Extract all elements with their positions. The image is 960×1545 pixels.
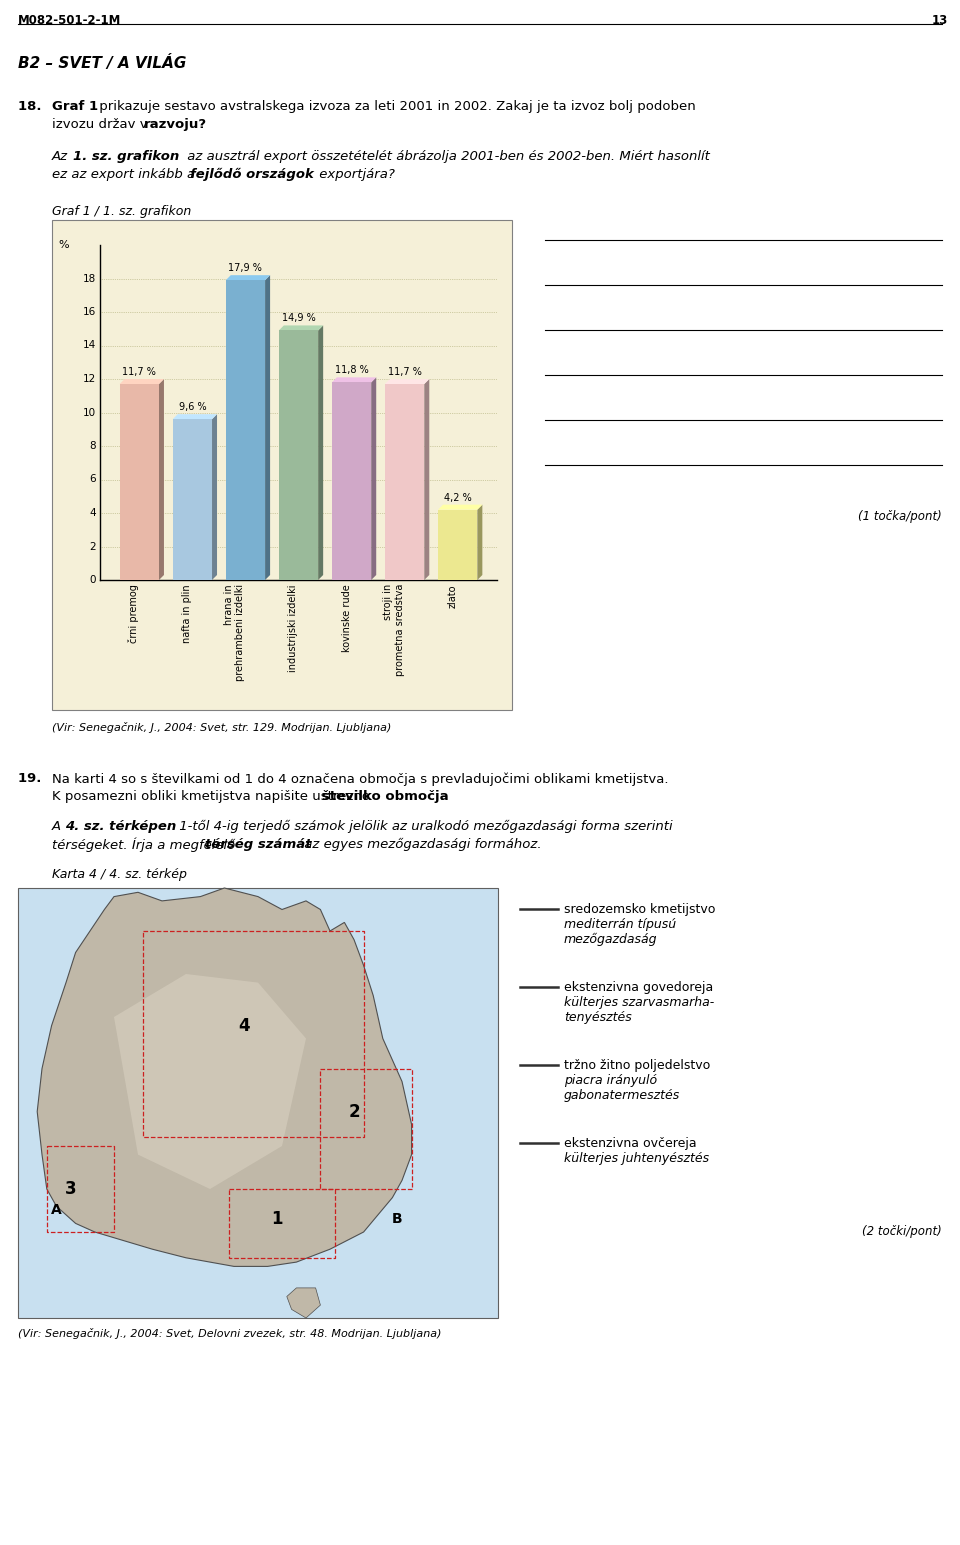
Bar	[226, 280, 265, 579]
Text: 13: 13	[932, 14, 948, 26]
Polygon shape	[120, 379, 164, 385]
Text: stroji in
prometna sredstva: stroji in prometna sredstva	[383, 584, 404, 677]
Text: .: .	[440, 789, 444, 803]
Polygon shape	[385, 379, 429, 385]
Text: M082-501-2-1M: M082-501-2-1M	[18, 14, 121, 26]
Text: Karta 4 / 4. sz. térkép: Karta 4 / 4. sz. térkép	[52, 868, 187, 881]
Polygon shape	[37, 888, 412, 1267]
Polygon shape	[318, 326, 324, 579]
Text: ez az export inkább a: ez az export inkább a	[52, 168, 200, 181]
Polygon shape	[212, 414, 217, 579]
Text: (Vir: Senegačnik, J., 2004: Svet, Delovni zvezek, str. 48. Modrijan. Ljubljana): (Vir: Senegačnik, J., 2004: Svet, Delov…	[18, 1329, 442, 1340]
Text: kovinske rude: kovinske rude	[342, 584, 351, 652]
Text: ekstenzivna ovčereja: ekstenzivna ovčereja	[564, 1137, 697, 1149]
Text: 18: 18	[83, 273, 96, 283]
Text: térség számát: térség számát	[205, 837, 312, 851]
Text: Na karti 4 so s številkami od 1 do 4 označena območja s prevladujočimi oblikami: Na karti 4 so s številkami od 1 do 4 ozn…	[52, 772, 668, 785]
Text: 2: 2	[348, 1103, 360, 1120]
Text: številko območja: številko območja	[322, 789, 448, 803]
Text: 11,8 %: 11,8 %	[335, 365, 369, 375]
Text: 4,2 %: 4,2 %	[444, 493, 471, 502]
Text: zlato: zlato	[447, 584, 458, 607]
Text: Az: Az	[52, 150, 72, 164]
Text: külterjes juhtenyésztés: külterjes juhtenyésztés	[564, 1153, 709, 1165]
Polygon shape	[287, 1289, 321, 1318]
Text: mezőgazdaság: mezőgazdaság	[564, 933, 658, 946]
Text: (1 točka/pont): (1 točka/pont)	[858, 510, 942, 524]
Text: K posamezni obliki kmetijstva napišite ustrezno: K posamezni obliki kmetijstva napišite u…	[52, 789, 374, 803]
Text: črni premog: črni premog	[129, 584, 139, 643]
Text: 8: 8	[89, 440, 96, 451]
Text: B: B	[392, 1213, 402, 1227]
Bar	[332, 382, 372, 579]
Text: 10: 10	[83, 408, 96, 417]
Text: külterjes szarvasmarha-: külterjes szarvasmarha-	[564, 997, 714, 1009]
Text: Graf 1 / 1. sz. grafikon: Graf 1 / 1. sz. grafikon	[52, 205, 191, 218]
Text: 14: 14	[83, 340, 96, 351]
Polygon shape	[278, 326, 324, 331]
Text: 19.: 19.	[18, 772, 46, 785]
Bar	[173, 419, 212, 579]
Polygon shape	[332, 377, 376, 382]
Text: nafta in plin: nafta in plin	[182, 584, 192, 643]
Text: 6: 6	[89, 474, 96, 485]
Text: az egyes mezőgazdasági formához.: az egyes mezőgazdasági formához.	[300, 837, 541, 851]
Text: 9,6 %: 9,6 %	[179, 402, 206, 413]
Text: A: A	[51, 1204, 61, 1217]
Polygon shape	[226, 275, 270, 280]
Bar	[385, 385, 424, 579]
Text: %: %	[58, 239, 68, 250]
Text: 4: 4	[238, 1017, 250, 1035]
Polygon shape	[438, 505, 482, 510]
Text: 2: 2	[89, 541, 96, 552]
Text: 1: 1	[272, 1210, 283, 1228]
Text: 11,7 %: 11,7 %	[388, 368, 421, 377]
Bar	[120, 385, 159, 579]
Text: piacra irányuló: piacra irányuló	[564, 1074, 658, 1088]
Text: 16: 16	[83, 307, 96, 317]
Polygon shape	[424, 379, 429, 579]
Polygon shape	[173, 414, 217, 419]
Text: industrijski izdelki: industrijski izdelki	[289, 584, 299, 672]
Text: izvozu držav v: izvozu držav v	[52, 117, 152, 131]
Text: 4: 4	[89, 508, 96, 518]
FancyBboxPatch shape	[18, 888, 498, 1318]
Polygon shape	[477, 505, 482, 579]
Polygon shape	[114, 973, 306, 1190]
FancyBboxPatch shape	[52, 219, 512, 711]
Text: gabonatermesztés: gabonatermesztés	[564, 1089, 681, 1102]
Text: 18.: 18.	[18, 100, 46, 113]
Text: (Vir: Senegačnik, J., 2004: Svet, str. 129. Modrijan. Ljubljana): (Vir: Senegačnik, J., 2004: Svet, str. …	[52, 722, 392, 732]
Text: 1-től 4-ig terjedő számok jelölik az uralkodó mezőgazdasági forma szerinti: 1-től 4-ig terjedő számok jelölik az ura…	[175, 820, 673, 833]
Text: Graf 1: Graf 1	[52, 100, 98, 113]
Text: térségeket. Írja a megfelelő: térségeket. Írja a megfelelő	[52, 837, 239, 853]
Text: 11,7 %: 11,7 %	[122, 368, 156, 377]
Text: fejlődő országok: fejlődő országok	[190, 168, 314, 181]
Text: ekstenzivna govedoreja: ekstenzivna govedoreja	[564, 981, 713, 993]
Text: tržno žitno poljedelstvo: tržno žitno poljedelstvo	[564, 1058, 710, 1072]
Text: exportjára?: exportjára?	[315, 168, 395, 181]
Text: 0: 0	[89, 575, 96, 586]
Text: 4. sz. térképen: 4. sz. térképen	[65, 820, 177, 833]
Bar	[278, 331, 318, 579]
Text: A: A	[52, 820, 65, 833]
Text: B2 – SVET / A VILÁG: B2 – SVET / A VILÁG	[18, 56, 186, 71]
Text: mediterrán típusú: mediterrán típusú	[564, 918, 676, 932]
Text: sredozemsko kmetijstvo: sredozemsko kmetijstvo	[564, 902, 715, 916]
Text: 17,9 %: 17,9 %	[228, 263, 262, 273]
Text: 3: 3	[65, 1180, 77, 1197]
Polygon shape	[159, 379, 164, 579]
Text: 1. sz. grafikon: 1. sz. grafikon	[73, 150, 180, 164]
Text: tenyésztés: tenyésztés	[564, 1010, 632, 1024]
Polygon shape	[372, 377, 376, 579]
Bar	[438, 510, 477, 579]
Text: 14,9 %: 14,9 %	[281, 314, 316, 323]
Text: prikazuje sestavo avstralskega izvoza za leti 2001 in 2002. Zakaj je ta izvoz bo: prikazuje sestavo avstralskega izvoza za…	[95, 100, 696, 113]
Text: 12: 12	[83, 374, 96, 385]
Text: razvoju?: razvoju?	[144, 117, 207, 131]
Polygon shape	[265, 275, 270, 579]
Text: az ausztrál export összetételét ábrázolja 2001-ben és 2002-ben. Miért hasonlít: az ausztrál export összetételét ábrázolj…	[183, 150, 709, 164]
Text: hrana in
prehrambeni izdelki: hrana in prehrambeni izdelki	[224, 584, 246, 681]
Text: (2 točki/pont): (2 točki/pont)	[862, 1225, 942, 1238]
